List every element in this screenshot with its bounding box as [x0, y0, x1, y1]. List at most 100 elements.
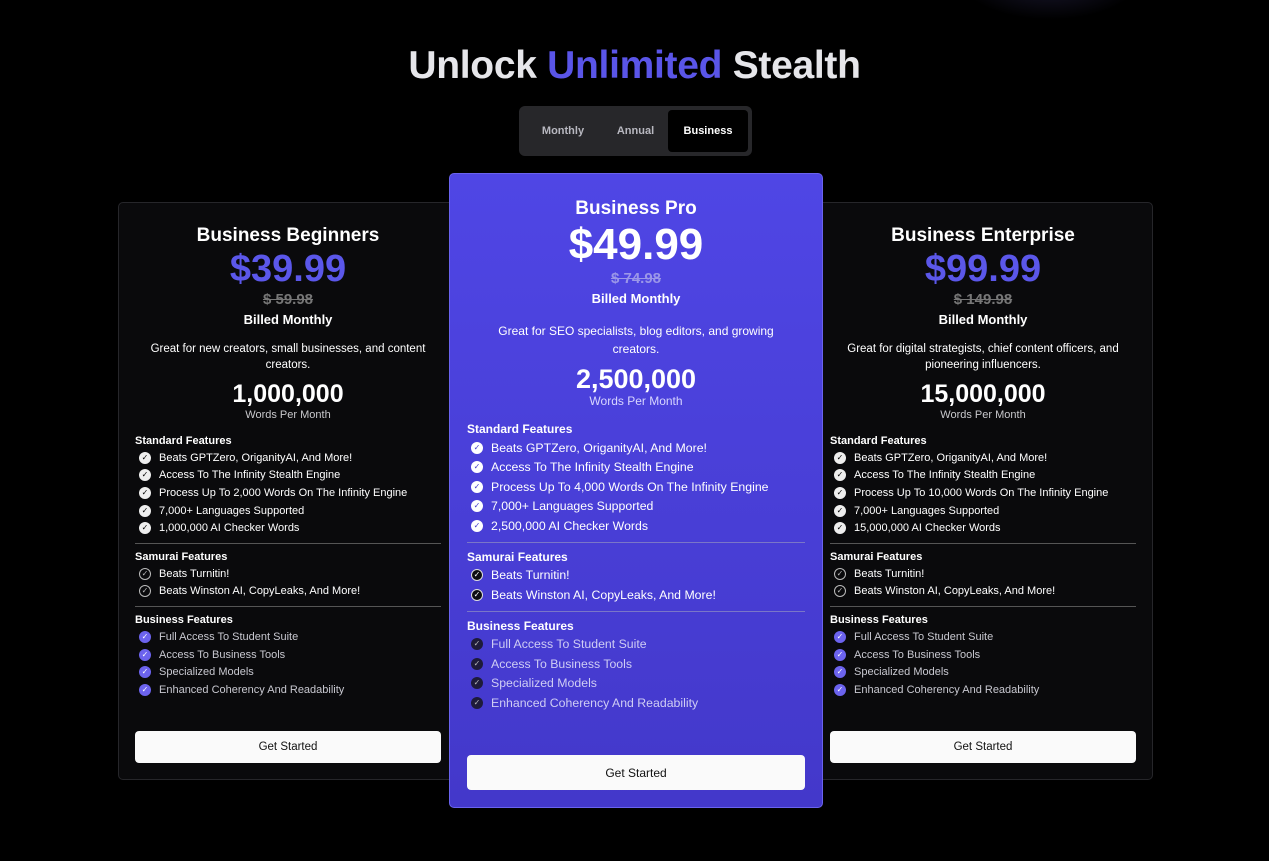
words-count: 2,500,000 [575, 364, 697, 394]
plan-price: $99.99 [924, 248, 1042, 290]
feature-item: ✓ Full Access To Student Suite [135, 628, 441, 646]
check-circle-accent-icon: ✓ [471, 638, 483, 651]
feature-list: Standard Features ✓ Beats GPTZero, Origani… [830, 435, 1136, 699]
feature-label: 15,000,000 AI Checker Words [854, 522, 1001, 535]
feature-item: ✓ Enhanced Coherency And Readability [135, 681, 441, 699]
section-title: Business Features [467, 618, 574, 633]
original-price: $ 74.98 [610, 270, 662, 287]
business-features: Business Features ✓ Full Access To Student… [135, 614, 441, 698]
plan-name: Business Enterprise [891, 225, 1075, 246]
section-title: Business Features [135, 614, 233, 627]
feature-label: Beats Winston AI, CopyLeaks, And More! [159, 585, 361, 598]
check-circle-accent-icon: ✓ [139, 666, 151, 679]
samurai-features: Samurai Features ✓ Beats Turnitin! ✓ Beats W… [467, 550, 805, 605]
check-circle-accent-icon: ✓ [471, 677, 483, 690]
check-circle-filled-icon: ✓ [139, 486, 151, 499]
feature-item: ✓ Enhanced Coherency And Readability [467, 693, 805, 713]
standard-features: Standard Features ✓ Beats GPTZero, Origani… [135, 435, 441, 537]
standard-features: Standard Features ✓ Beats GPTZero, Origani… [467, 422, 805, 536]
feature-item: ✓ Beats Winston AI, CopyLeaks, And More! [467, 585, 805, 605]
original-price: $ 59.98 [262, 291, 314, 308]
samurai-features: Samurai Features ✓ Beats Turnitin! ✓ Beats W… [830, 551, 1136, 600]
plan-price: $49.99 [568, 220, 704, 269]
tab-business[interactable]: Business [668, 110, 748, 152]
billing-period: Billed Monthly [243, 312, 333, 327]
feature-item: ✓ Beats GPTZero, OriganityAI, And More! [135, 449, 441, 467]
feature-label: Full Access To Student Suite [491, 637, 647, 652]
feature-label: Process Up To 4,000 Words On The Infinit… [491, 479, 769, 494]
check-circle-accent-icon: ✓ [471, 696, 483, 709]
title-part2: Stealth [732, 44, 861, 87]
billing-period: Billed Monthly [938, 312, 1028, 327]
feature-label: 1,000,000 AI Checker Words [159, 522, 300, 535]
get-started-button[interactable]: Get Started [135, 731, 441, 763]
check-circle-outline-icon: ✓ [834, 567, 846, 580]
feature-label: 2,500,000 AI Checker Words [491, 518, 648, 533]
get-started-button[interactable]: Get Started [467, 755, 805, 790]
feature-label: Enhanced Coherency And Readability [159, 683, 345, 696]
feature-label: Specialized Models [854, 666, 949, 679]
feature-item: ✓ Specialized Models [830, 663, 1136, 681]
feature-item: ✓ Beats Turnitin! [830, 565, 1136, 583]
words-label: Words Per Month [245, 409, 331, 421]
feature-label: Process Up To 2,000 Words On The Infinit… [159, 486, 408, 499]
check-circle-filled-icon: ✓ [834, 451, 846, 464]
divider [467, 541, 805, 543]
check-circle-filled-icon: ✓ [139, 504, 151, 517]
section-title: Business Features [830, 614, 928, 627]
check-circle-accent-icon: ✓ [471, 657, 483, 670]
check-circle-accent-icon: ✓ [834, 648, 846, 661]
title-accent: Unlimited [547, 44, 723, 87]
feature-label: Access To The Infinity Stealth Engine [159, 469, 341, 482]
check-circle-accent-icon: ✓ [834, 630, 846, 643]
divider [830, 542, 1136, 544]
feature-label: Beats Winston AI, CopyLeaks, And More! [854, 585, 1056, 598]
check-circle-filled-icon: ✓ [139, 469, 151, 482]
feature-label: Full Access To Student Suite [159, 630, 299, 643]
feature-item: ✓ Beats Winston AI, CopyLeaks, And More! [135, 583, 441, 601]
get-started-button[interactable]: Get Started [830, 731, 1136, 763]
check-circle-filled-icon: ✓ [471, 441, 483, 454]
feature-label: Access To The Infinity Stealth Engine [854, 469, 1036, 482]
section-title: Samurai Features [135, 550, 228, 563]
feature-item: ✓ Beats GPTZero, OriganityAI, And More! [467, 438, 805, 458]
background-glow [960, 0, 1140, 20]
feature-label: Process Up To 10,000 Words On The Infini… [854, 486, 1109, 499]
section-title: Standard Features [135, 435, 232, 447]
feature-item: ✓ 7,000+ Languages Supported [830, 502, 1136, 520]
check-circle-filled-icon: ✓ [834, 522, 846, 535]
business-features: Business Features ✓ Full Access To Student… [467, 619, 805, 713]
feature-label: Specialized Models [159, 666, 254, 679]
tab-monthly[interactable]: Monthly [541, 125, 585, 137]
feature-item: ✓ Beats Turnitin! [135, 565, 441, 583]
section-title: Standard Features [467, 422, 573, 436]
feature-item: ✓ Process Up To 10,000 Words On The Infin… [830, 484, 1136, 502]
check-circle-outline-icon: ✓ [471, 588, 483, 601]
check-circle-outline-icon: ✓ [139, 567, 151, 580]
feature-label: Beats Turnitin! [491, 568, 570, 583]
feature-label: Enhanced Coherency And Readability [854, 683, 1040, 696]
check-circle-accent-icon: ✓ [834, 666, 846, 679]
feature-item: ✓ Full Access To Student Suite [830, 628, 1136, 646]
check-circle-filled-icon: ✓ [139, 451, 151, 464]
check-circle-accent-icon: ✓ [139, 683, 151, 696]
check-circle-filled-icon: ✓ [139, 522, 151, 535]
feature-label: Access To Business Tools [854, 648, 981, 661]
feature-label: Specialized Models [491, 676, 597, 691]
divider [467, 610, 805, 612]
plan-card: Business Beginners $39.99 $ 59.98 Billed… [118, 202, 458, 780]
tab-annual[interactable]: Annual [616, 125, 655, 137]
feature-item: ✓ 15,000,000 AI Checker Words [830, 519, 1136, 537]
feature-item: ✓ 1,000,000 AI Checker Words [135, 519, 441, 537]
plan-card: Business Enterprise $99.99 $ 149.98 Bill… [813, 202, 1153, 780]
feature-item: ✓ 7,000+ Languages Supported [135, 502, 441, 520]
check-circle-accent-icon: ✓ [139, 648, 151, 661]
samurai-features: Samurai Features ✓ Beats Turnitin! ✓ Beats W… [135, 551, 441, 600]
divider [135, 542, 441, 544]
plan-description: Great for SEO specialists, blog editors,… [498, 324, 774, 356]
feature-item: ✓ 2,500,000 AI Checker Words [467, 516, 805, 536]
plan-name: Business Pro [575, 198, 697, 219]
feature-label: Enhanced Coherency And Readability [491, 695, 699, 710]
words-count: 1,000,000 [232, 380, 344, 408]
check-circle-filled-icon: ✓ [471, 500, 483, 513]
